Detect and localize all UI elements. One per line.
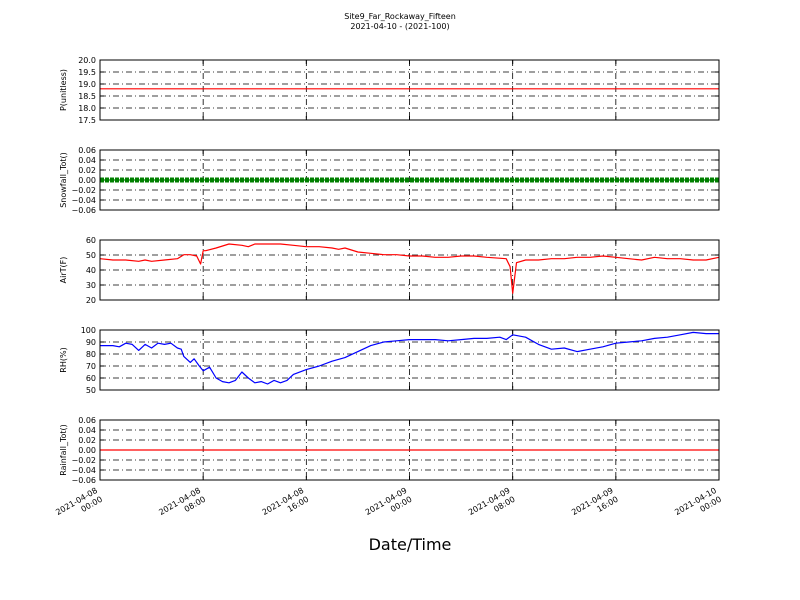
y-tick-label: 18.0 bbox=[78, 104, 96, 113]
y-tick-label: 100 bbox=[81, 326, 96, 335]
x-tick-label: 2021-04-0816:00 bbox=[261, 486, 311, 526]
y-tick-label: 50 bbox=[86, 386, 96, 395]
y-tick-label: 90 bbox=[86, 338, 96, 347]
y-tick-label: 60 bbox=[86, 374, 96, 383]
y-tick-label: −0.04 bbox=[71, 466, 96, 475]
x-tick-label: 2021-04-0808:00 bbox=[157, 486, 207, 526]
series-line bbox=[100, 331, 719, 385]
plot-frame bbox=[99, 149, 720, 211]
x-tick-label: 2021-04-1000:00 bbox=[673, 486, 723, 526]
y-tick-label: 0.06 bbox=[78, 416, 96, 425]
y-tick-label: 0.00 bbox=[78, 176, 96, 185]
x-tick-labels: 2021-04-0800:00 2021-04-0808:00 2021-04-08… bbox=[54, 486, 723, 526]
subplots: 20.019.519.018.518.017.5P(unitless)0.060… bbox=[59, 56, 720, 485]
x-tick-label: 2021-04-0800:00 bbox=[54, 486, 104, 526]
y-tick-label: −0.02 bbox=[71, 186, 96, 195]
y-tick-label: 18.5 bbox=[78, 92, 96, 101]
y-tick-label: 20.0 bbox=[78, 56, 96, 65]
x-tick-label: 2021-04-0916:00 bbox=[570, 486, 620, 526]
y-tick-label: 0.00 bbox=[78, 446, 96, 455]
y-axis-label: RH(%) bbox=[59, 347, 68, 372]
y-tick-label: 0.04 bbox=[78, 156, 96, 165]
y-tick-label: 0.02 bbox=[78, 166, 96, 175]
subplot-4: 100 90 80 70 60 50 RH(%) bbox=[59, 326, 720, 395]
y-tick-label: 19.5 bbox=[78, 68, 96, 77]
subplot-3: 60 50 40 30 20 AirT(F) bbox=[59, 236, 720, 305]
y-tick-label: 19.0 bbox=[78, 80, 96, 89]
y-tick-label: 17.5 bbox=[78, 116, 96, 125]
y-tick-label: 30 bbox=[86, 281, 96, 290]
y-axis-label: Snowfall_Tot() bbox=[59, 152, 68, 208]
chart-title-line2: 2021-04-10 - (2021-100) bbox=[350, 22, 449, 31]
y-tick-label: 80 bbox=[86, 350, 96, 359]
y-tick-label: 70 bbox=[86, 362, 96, 371]
series-line bbox=[99, 243, 720, 294]
subplot-1: 20.0 19.5 19.0 18.5 18.0 17.5 P(unitless) bbox=[59, 56, 720, 125]
y-tick-label: 0.06 bbox=[78, 146, 96, 155]
y-tick-label: 40 bbox=[86, 266, 96, 275]
x-tick-label: 2021-04-0908:00 bbox=[467, 486, 517, 526]
y-tick-label: −0.06 bbox=[71, 206, 96, 215]
y-tick-label: −0.02 bbox=[71, 456, 96, 465]
plot-frame bbox=[99, 59, 720, 121]
y-tick-label: −0.04 bbox=[71, 196, 96, 205]
y-tick-label: 50 bbox=[86, 251, 96, 260]
y-tick-label: 0.04 bbox=[78, 426, 96, 435]
y-tick-label: −0.06 bbox=[71, 476, 96, 485]
plot-frame bbox=[99, 329, 720, 391]
y-axis-label: AirT(F) bbox=[59, 257, 68, 284]
subplot-2: 0.060.040.020.00−0.02−0.04−0.06Snowfall_… bbox=[59, 146, 720, 215]
x-tick-label: 2021-04-0900:00 bbox=[364, 486, 414, 526]
y-axis-label: P(unitless) bbox=[59, 69, 68, 111]
y-axis-label: Rainfall_Tot() bbox=[59, 424, 68, 476]
y-tick-label: 20 bbox=[86, 296, 96, 305]
y-tick-label: 60 bbox=[86, 236, 96, 245]
subplot-5: 0.060.040.020.00−0.02−0.04−0.06Rainfall_… bbox=[59, 416, 720, 485]
plot-frame bbox=[99, 419, 720, 481]
x-axis-label: Date/Time bbox=[369, 535, 452, 554]
plot-frame bbox=[99, 239, 720, 301]
y-tick-label: 0.02 bbox=[78, 436, 96, 445]
chart-title-line1: Site9_Far_Rockaway_Fifteen bbox=[344, 12, 456, 21]
